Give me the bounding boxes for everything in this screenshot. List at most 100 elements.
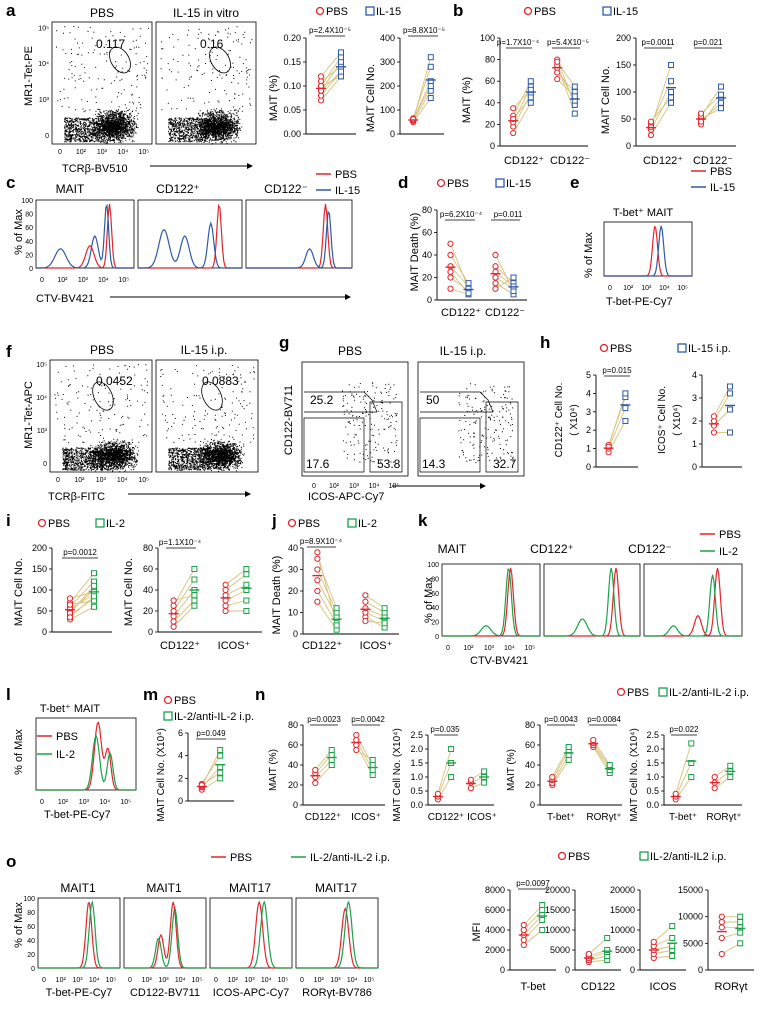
o-hist-y-tick: 60 — [27, 924, 35, 931]
n-chart3-point-pbs — [549, 773, 556, 781]
a-y-axis-label: MR1-Tet-PE — [23, 46, 35, 106]
f-title-ip: IL-15 i.p. — [181, 343, 228, 357]
n-chart1-point-pbs — [353, 731, 360, 739]
j-legend-il2-marker — [347, 518, 357, 528]
o-mfi-1-tick-label: 4000 — [485, 925, 505, 935]
j-chart-tick-label: 40 — [288, 543, 298, 553]
b-chart2-pair-line — [700, 107, 722, 120]
n-chart4-point-treated — [688, 740, 695, 747]
k-hist-mait-curve-b — [442, 567, 540, 637]
n-chart2-point-treated — [448, 746, 455, 752]
a-flow-pbs-x-tick: 10⁴ — [117, 149, 128, 156]
b-chart1-point-pbs — [554, 58, 561, 65]
n-chart4-ylabel: MAIT Cell No. (X10⁴) — [629, 728, 640, 822]
i-chart1-pair-line — [69, 593, 95, 610]
n-chart3: 0 20 40 60 80 — [525, 720, 622, 810]
b-chart2-cat-2: CD122⁻ — [693, 155, 733, 167]
o-hist-1-x-tick: 10³ — [72, 977, 83, 984]
a-chart2-point-treated — [427, 63, 434, 70]
h-chart2-point-pbs — [710, 413, 718, 420]
f-flow-pbs-events — [54, 364, 149, 473]
m-chart-point-treated — [217, 769, 224, 776]
o-mfi-3-point-treated — [669, 935, 676, 941]
a-flow-pbs-x-tick: 10³ — [97, 149, 108, 156]
o-hist-2 — [123, 897, 207, 969]
n-chart2: 0.0 0.5 1.0 1.5 2.0 2.5 — [410, 730, 494, 810]
k-hist-y-tick: 80 — [431, 576, 439, 583]
panel-letter-e: e — [570, 173, 579, 192]
o-mfi-label: MFI — [471, 923, 483, 942]
n-chart2-tick-label: 2.5 — [410, 730, 423, 740]
g-title-ip: IL-15 i.p. — [440, 344, 487, 358]
o-hist-1-x-tick: 10⁴ — [89, 977, 100, 984]
n-chart4-point-treated — [727, 762, 734, 769]
b-chart2-tick-label: 0 — [626, 141, 631, 151]
o-title-1: MAIT1 — [60, 881, 96, 895]
e-legend-il15: IL-15 — [710, 182, 735, 194]
i-chart2: 0 20 40 60 80 — [143, 543, 262, 637]
o-mfi-3-pair-line — [653, 937, 673, 947]
n-chart1-tick-label: 0 — [293, 800, 298, 810]
d-chart-point-pbs — [492, 251, 499, 259]
d-chart-point-pbs — [447, 268, 454, 275]
n-chart4-point-treated — [688, 774, 695, 780]
o-mfi-3-point-treated — [669, 953, 676, 959]
o-mfi-4-point-pbs — [718, 913, 725, 920]
o-mfi-4-point-treated — [737, 940, 744, 947]
a-gate-il15 — [209, 46, 231, 74]
f-flow-pbs-y-tick: 0 — [43, 461, 47, 468]
o-mfi-3-tick-label: 20000 — [610, 885, 635, 895]
f-y-axis-label: MR1-Tet-APC — [23, 381, 35, 449]
b-chart1-point-treated — [571, 110, 578, 117]
o-mfi-4-point-pbs — [718, 924, 725, 931]
a-chart1-pair-line — [320, 66, 342, 82]
n-chart4-cat-1: T-bet⁺ — [669, 812, 697, 823]
j-chart-point-treated — [381, 620, 388, 627]
o-hist-4-x-tick: 10² — [314, 977, 325, 984]
i-chart2-point-pbs — [170, 602, 177, 609]
i-chart2-point-pbs — [222, 581, 229, 588]
c-hist-y-tick: 40 — [25, 239, 33, 246]
i-chart2-point-treated — [191, 576, 198, 583]
f-flow-pbs-y-tick: 10³ — [37, 428, 48, 435]
i-chart1-pair-line — [69, 591, 95, 599]
n-legend-pbs: PBS — [627, 687, 649, 699]
f-flow-pbs-x-tick: 10⁵ — [138, 477, 149, 484]
h-chart1-ylabel: CD122⁺ Cell No. — [554, 383, 565, 458]
n-chart2-point-treated — [448, 774, 455, 780]
a-chart1-point-treated — [338, 68, 344, 75]
panel-letter-f: f — [6, 342, 12, 361]
o-hist-y-tick: 0 — [31, 966, 35, 973]
b-chart1-tick-label: 60 — [485, 76, 495, 86]
a-chart2-tick-label: 300 — [380, 57, 395, 67]
k-hist-mait — [441, 563, 541, 637]
b-chart2-tick-label: 200 — [616, 33, 631, 43]
b-chart1-pair-line — [512, 102, 532, 134]
j-chart-point-pbs — [314, 587, 321, 595]
i-chart2-cat-2: ICOS⁺ — [218, 640, 251, 652]
b-chart1-tick-label: 100 — [480, 33, 495, 43]
o-xlabel-3: ICOS-APC-Cy7 — [213, 987, 289, 999]
n-chart1-point-treated — [369, 767, 376, 773]
b-chart2-point-treated — [718, 99, 724, 106]
j-chart-point-treated — [381, 605, 388, 612]
i-chart1-point-pbs — [66, 614, 74, 621]
n-chart4-cat-2: RORγt⁺ — [706, 812, 741, 823]
h-chart2-tick-label: 2 — [692, 416, 697, 426]
b-chart1-pval-1: p=1.7X10⁻⁴ — [497, 38, 540, 47]
i-chart2-point-pbs — [222, 602, 229, 609]
b-chart1-ylabel: MAIT (%) — [461, 77, 473, 123]
panel-letter-d: d — [398, 173, 408, 192]
n-chart4-point-pbs — [672, 790, 679, 797]
c-xlabel: CTV-BV421 — [36, 293, 94, 305]
g-y-axis-label: CD122-BV711 — [283, 385, 295, 455]
h-chart2-tick-label: 3 — [692, 393, 697, 403]
i-chart1-pair-line — [69, 572, 95, 603]
k-legend-il2: IL-2 — [719, 546, 738, 558]
b-chart2-point-treated — [718, 91, 724, 98]
n-chart2-pval: p=0.035 — [430, 725, 460, 734]
h-chart1-pair-line — [608, 393, 626, 447]
n-chart1-pval-2: p=0.0042 — [351, 715, 385, 724]
k-xlabel: CTV-BV421 — [470, 655, 528, 667]
j-chart-point-pbs — [362, 605, 369, 612]
